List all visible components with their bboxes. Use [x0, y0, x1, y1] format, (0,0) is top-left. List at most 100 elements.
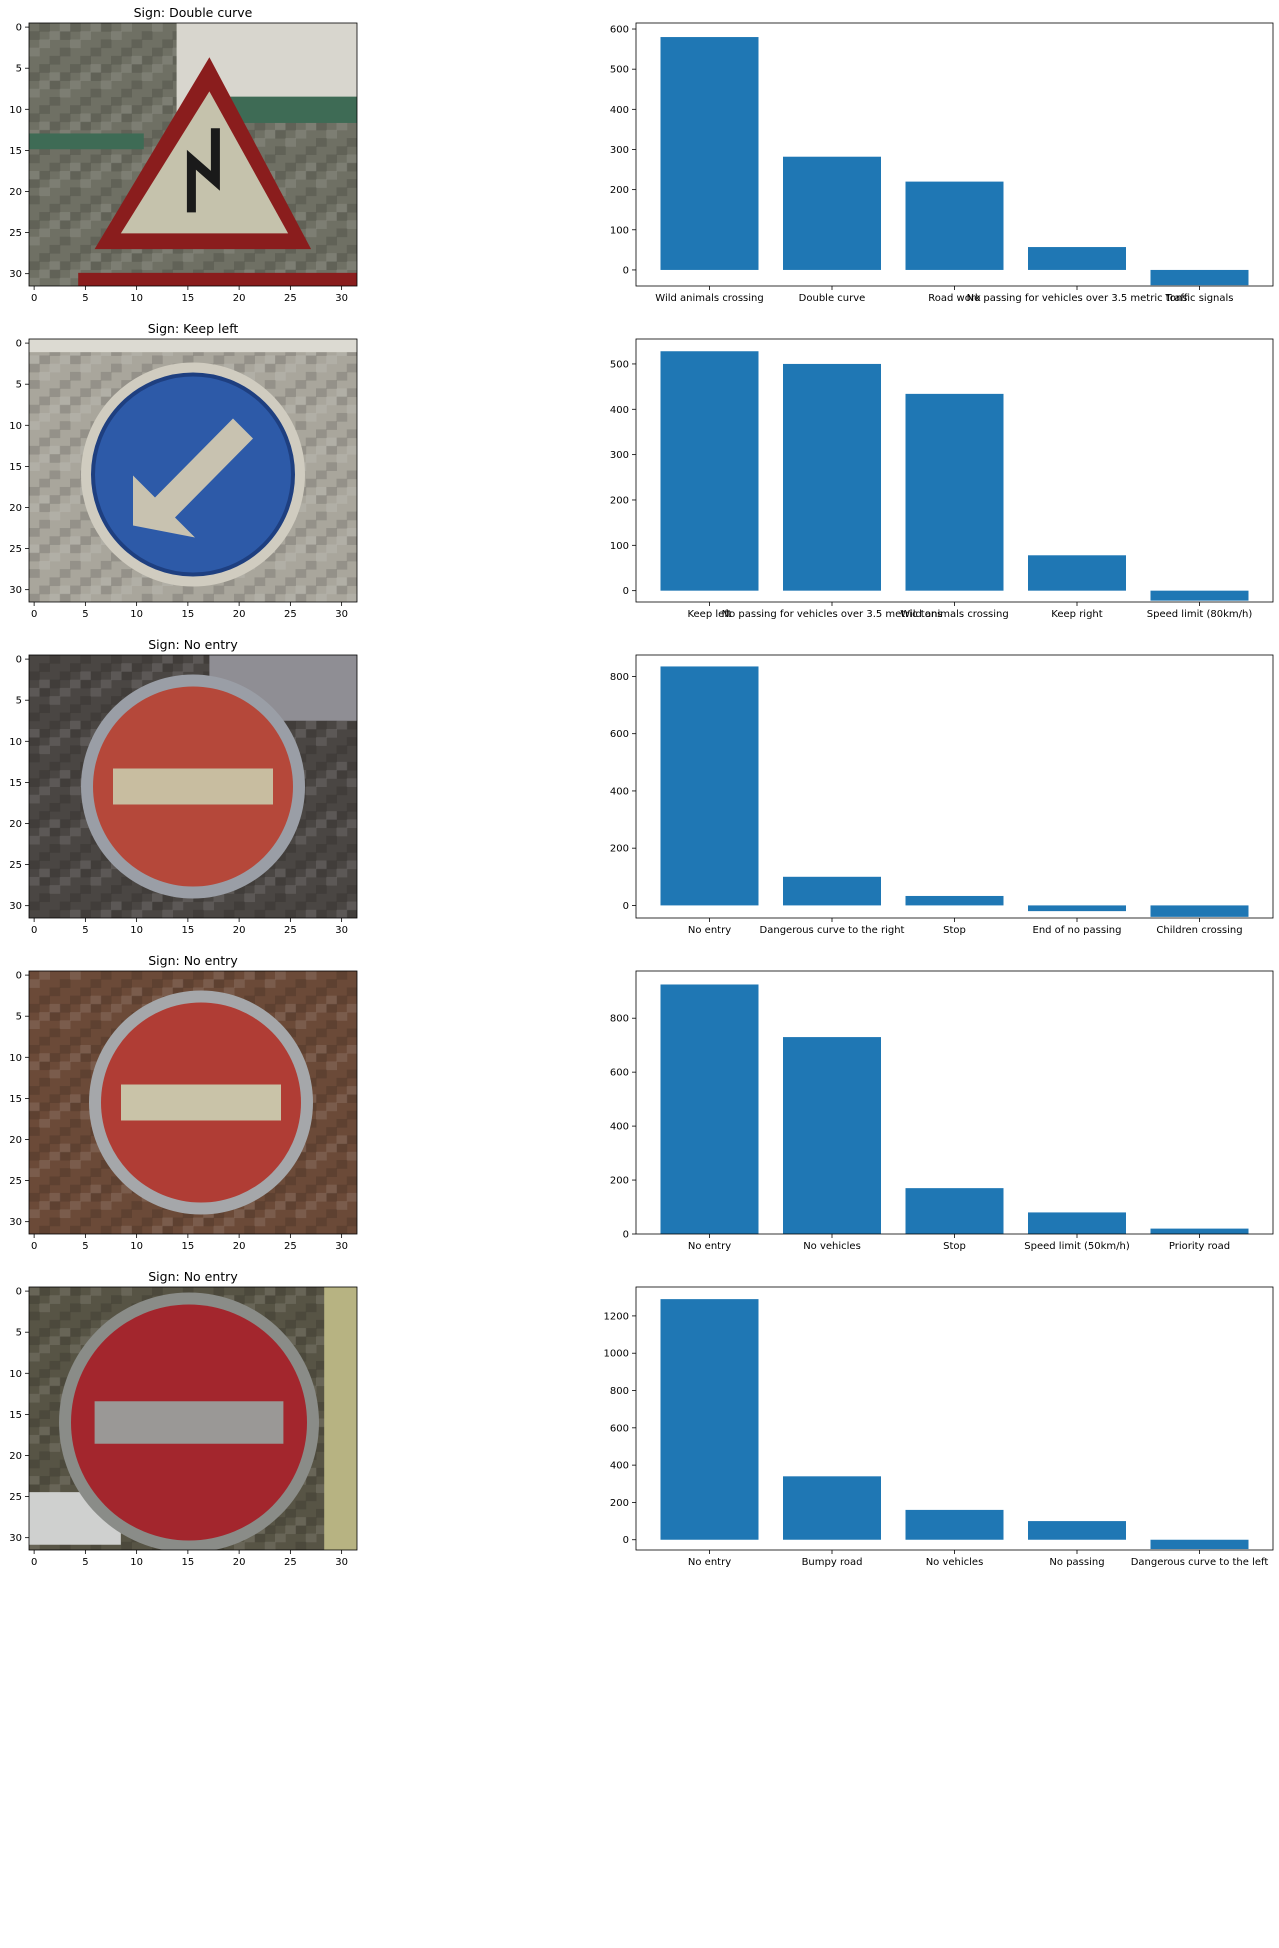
bar — [1150, 590, 1249, 601]
y-tick-label: 10 — [9, 421, 22, 432]
x-tick-label: 20 — [233, 1241, 246, 1252]
y-tick-label: 600 — [610, 729, 629, 740]
y-tick-label: 30 — [9, 901, 22, 912]
sign-image — [29, 971, 357, 1234]
bar — [905, 1188, 1004, 1234]
y-tick-label: 400 — [610, 786, 629, 797]
y-tick-label: 5 — [16, 64, 22, 75]
x-tick-label: 10 — [130, 1241, 143, 1252]
x-tick-label: 0 — [31, 293, 37, 304]
x-tick-label: No passing for vehicles over 3.5 metric … — [967, 293, 1188, 304]
x-tick-label: 5 — [82, 293, 88, 304]
y-tick-label: 400 — [610, 405, 629, 416]
y-tick-label: 20 — [9, 1135, 22, 1146]
sign-image-panel: Sign: No entry 0 5 10 15 20 25 30 0 5 10 15 20 25 30 — [9, 1269, 358, 1568]
y-tick-label: 200 — [610, 1498, 629, 1509]
y-tick-label: 25 — [9, 544, 22, 555]
y-tick-label: 0 — [16, 655, 22, 666]
y-tick-label: 1200 — [604, 1311, 629, 1322]
x-tick-label: 15 — [182, 293, 195, 304]
x-tick-label: 0 — [31, 925, 37, 936]
y-tick-label: 500 — [610, 359, 629, 370]
bar — [905, 181, 1004, 270]
x-tick-label: 20 — [233, 609, 246, 620]
y-tick-label: 800 — [610, 672, 629, 683]
y-tick-label: 15 — [9, 146, 22, 157]
image-title: Sign: Double curve — [134, 5, 253, 20]
y-tick-label: 20 — [9, 503, 22, 514]
y-tick-label: 5 — [16, 1328, 22, 1339]
y-tick-label: 15 — [9, 1410, 22, 1421]
y-tick-label: 15 — [9, 1094, 22, 1105]
x-tick-label: Priority road — [1169, 1241, 1230, 1252]
y-tick-label: 400 — [610, 1122, 629, 1133]
x-tick-label: Wild animals crossing — [655, 293, 763, 304]
image-frame — [28, 22, 358, 287]
image-title: Sign: No entry — [148, 1269, 238, 1284]
y-tick-label: 600 — [610, 1068, 629, 1079]
bar-chart-panel: 0 200 400 600 800 1000 1200 No entry Bumpy road N… — [604, 1286, 1274, 1568]
bar — [660, 1299, 759, 1540]
y-tick-label: 25 — [9, 228, 22, 239]
bar-chart-panel: 0 200 400 600 800 No entry Dangerous curve to … — [610, 654, 1274, 936]
x-tick-label: Bumpy road — [802, 1557, 863, 1568]
bar — [1028, 1521, 1126, 1540]
y-tick-label: 600 — [610, 25, 629, 36]
image-title: Sign: No entry — [148, 953, 238, 968]
x-tick-label: No entry — [688, 1241, 731, 1252]
x-tick-label: Wild animals crossing — [900, 609, 1008, 620]
x-tick-label: 15 — [182, 609, 195, 620]
x-tick-label: Double curve — [799, 293, 866, 304]
y-tick-label: 10 — [9, 737, 22, 748]
x-tick-label: 20 — [233, 293, 246, 304]
y-tick-label: 25 — [9, 1176, 22, 1187]
bar — [905, 393, 1004, 591]
x-tick-label: 5 — [82, 1241, 88, 1252]
bar — [783, 156, 881, 270]
sign-image-panel: Sign: No entry 0 5 10 15 20 25 30 0 5 10 15 20 25 30 — [9, 637, 358, 936]
x-tick-label: 15 — [182, 1557, 195, 1568]
arrow-down-left-icon — [133, 418, 253, 538]
y-tick-label: 0 — [623, 265, 629, 276]
no-entry-bar-icon — [94, 1401, 284, 1444]
y-tick-label: 800 — [610, 1014, 629, 1025]
x-tick-label: 30 — [335, 609, 348, 620]
x-tick-label: 30 — [335, 1557, 348, 1568]
bar — [905, 1509, 1004, 1540]
sign-image-panel: Sign: No entry 0 5 10 15 20 25 30 0 5 10 15 20 25 30 — [9, 953, 358, 1252]
x-tick-label: 20 — [233, 925, 246, 936]
sign-image — [29, 1287, 357, 1550]
bar — [1150, 1228, 1249, 1234]
bar — [783, 1037, 881, 1234]
image-frame — [28, 970, 358, 1235]
x-tick-label: 10 — [130, 609, 143, 620]
double-curve-icon — [186, 128, 220, 213]
y-tick-label: 100 — [610, 541, 629, 552]
y-tick-label: 400 — [610, 105, 629, 116]
x-tick-label: 0 — [31, 609, 37, 620]
x-tick-label: Traffic signals — [1164, 293, 1233, 304]
y-tick-label: 10 — [9, 105, 22, 116]
x-tick-label: Road work — [928, 293, 981, 304]
image-title: Sign: Keep left — [148, 321, 239, 336]
y-tick-label: 5 — [16, 1012, 22, 1023]
y-tick-label: 25 — [9, 860, 22, 871]
y-tick-label: 400 — [610, 1461, 629, 1472]
y-tick-label: 20 — [9, 1451, 22, 1462]
y-tick-label: 100 — [610, 225, 629, 236]
x-tick-label: 25 — [284, 609, 297, 620]
x-tick-label: Stop — [943, 1241, 966, 1252]
bar — [660, 666, 759, 906]
y-tick-label: 1000 — [604, 1349, 629, 1360]
bar — [1028, 247, 1126, 270]
y-tick-label: 10 — [9, 1053, 22, 1064]
sign-image — [29, 23, 357, 286]
y-tick-label: 30 — [9, 1217, 22, 1228]
x-tick-label: No vehicles — [803, 1241, 861, 1252]
y-tick-label: 15 — [9, 778, 22, 789]
bar — [1150, 269, 1249, 286]
bar — [660, 984, 759, 1234]
no-entry-bar-icon — [121, 1084, 281, 1121]
x-tick-label: 25 — [284, 1557, 297, 1568]
